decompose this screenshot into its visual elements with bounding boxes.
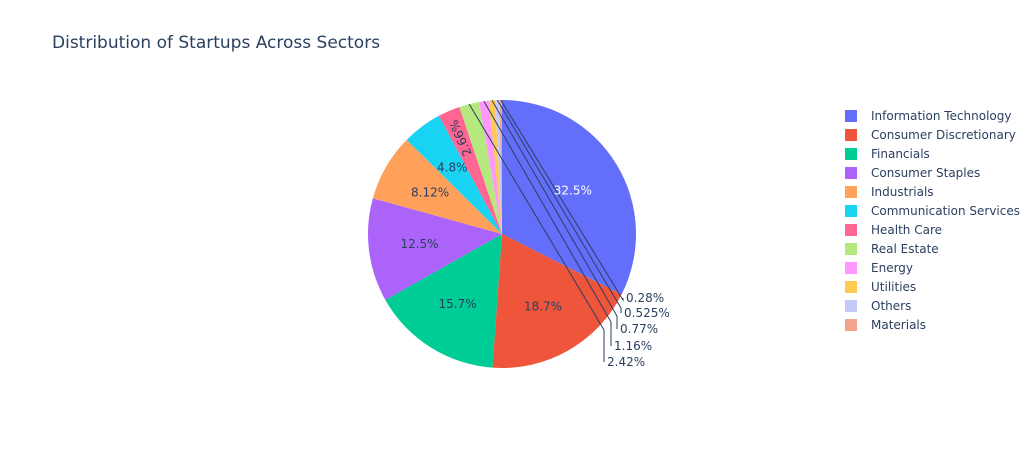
legend-item-others[interactable]: Others (845, 296, 1020, 315)
legend-item-utilities[interactable]: Utilities (845, 277, 1020, 296)
slice-label-financials: 15.7% (439, 297, 477, 311)
pie-slice-real-estate[interactable] (459, 101, 502, 234)
pie-slice-information-technology[interactable] (502, 99, 637, 295)
legend-item-information-technology[interactable]: Information Technology (845, 106, 1020, 125)
legend-swatch (845, 185, 857, 198)
legend-label: Utilities (871, 279, 917, 294)
leader-line-materials (500, 99, 624, 302)
legend-label: Financials (871, 146, 930, 161)
legend-swatch (845, 166, 857, 179)
legend-label: Information Technology (871, 108, 1012, 123)
legend-swatch (845, 280, 857, 293)
legend-label: Industrials (871, 184, 934, 199)
legend-swatch (845, 318, 857, 331)
slice-label-utilities: 0.77% (620, 322, 658, 336)
legend-item-industrials[interactable]: Industrials (845, 182, 1020, 201)
legend-item-energy[interactable]: Energy (845, 258, 1020, 277)
leader-line-energy (483, 100, 612, 346)
legend-label: Materials (871, 317, 927, 332)
legend-swatch (845, 299, 857, 312)
legend-item-health-care[interactable]: Health Care (845, 220, 1020, 239)
slice-label-information-technology: 32.5% (554, 184, 592, 198)
slice-label-consumer-discretionary: 18.7% (524, 299, 562, 313)
legend-swatch (845, 261, 857, 274)
pie-slice-consumer-staples[interactable] (368, 198, 502, 300)
slice-label-consumer-staples: 12.5% (400, 237, 438, 251)
legend-item-financials[interactable]: Financials (845, 144, 1020, 163)
legend-item-real-estate[interactable]: Real Estate (845, 239, 1020, 258)
legend-swatch (845, 147, 857, 160)
pie-slice-financials[interactable] (385, 234, 502, 368)
leader-line-utilities (491, 100, 618, 329)
pie-slice-others[interactable] (495, 100, 502, 235)
pie-slice-consumer-discretionary[interactable] (492, 234, 622, 368)
legend-swatch (845, 223, 857, 236)
pie-slice-communication-services[interactable] (406, 115, 502, 234)
pie-slice-utilities[interactable] (488, 100, 502, 234)
pie-slice-health-care[interactable] (438, 106, 502, 234)
leader-line-others (496, 99, 622, 313)
pie-slice-materials[interactable] (499, 99, 502, 234)
slice-label-industrials: 8.12% (411, 185, 449, 199)
chart-title: Distribution of Startups Across Sectors (52, 33, 381, 53)
legend-swatch (845, 128, 857, 141)
pie-slice-industrials[interactable] (372, 139, 502, 234)
slice-label-energy: 1.16% (614, 339, 652, 353)
legend-label: Real Estate (871, 241, 939, 256)
legend-swatch (845, 109, 857, 122)
slice-label-real-estate: 2.42% (607, 355, 645, 369)
slice-label-communication-services: 4.8% (437, 160, 468, 174)
slice-label-others: 0.525% (624, 306, 670, 320)
leader-line-real-estate (468, 103, 605, 362)
slice-label-materials: 0.28% (626, 291, 664, 305)
legend-item-materials[interactable]: Materials (845, 315, 1020, 334)
legend: Information Technology Consumer Discretio… (845, 106, 1020, 334)
legend-label: Health Care (871, 222, 943, 237)
legend-item-consumer-staples[interactable]: Consumer Staples (845, 163, 1020, 182)
legend-swatch (845, 204, 857, 217)
legend-label: Others (871, 298, 912, 313)
legend-label: Consumer Staples (871, 165, 981, 180)
legend-label: Consumer Discretionary (871, 127, 1016, 142)
legend-swatch (845, 242, 857, 255)
legend-item-communication-services[interactable]: Communication Services (845, 201, 1020, 220)
legend-label: Communication Services (871, 203, 1020, 218)
pie-slice-energy[interactable] (479, 100, 502, 235)
legend-label: Energy (871, 260, 914, 275)
legend-item-consumer-discretionary[interactable]: Consumer Discretionary (845, 125, 1020, 144)
